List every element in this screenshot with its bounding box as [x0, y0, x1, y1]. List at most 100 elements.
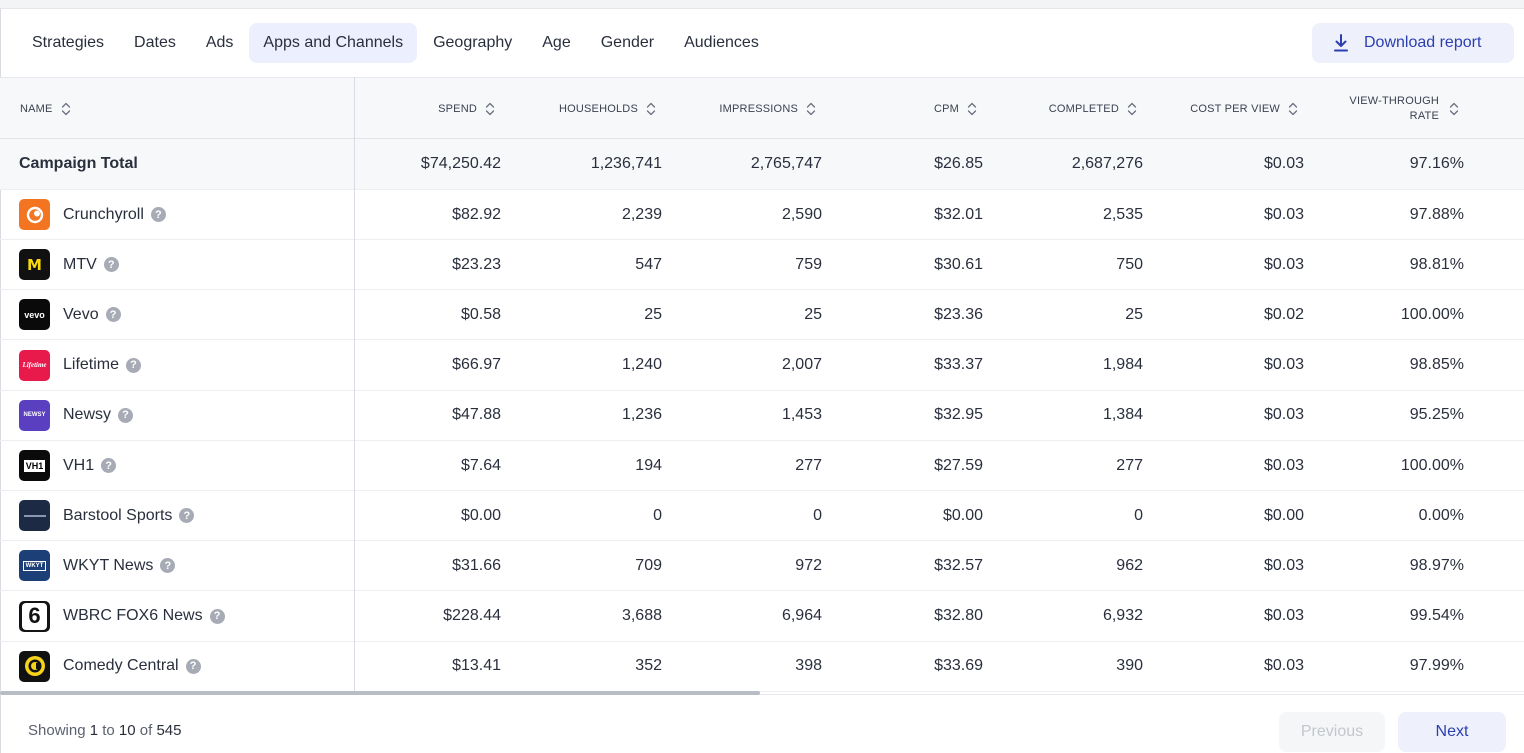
- cell-view-through-rate: 98.97%: [1409, 556, 1464, 574]
- cell-spend: $228.44: [443, 607, 501, 625]
- row-name-cell: NEWSY Newsy?: [19, 391, 134, 440]
- column-header-spend[interactable]: SPEND: [438, 78, 497, 140]
- sort-icon: [1449, 102, 1459, 116]
- cell-cpm: $32.57: [934, 556, 983, 574]
- cell-completed: 25: [1125, 305, 1143, 323]
- cell-completed: 962: [1116, 556, 1143, 574]
- cell-households: 547: [635, 255, 662, 273]
- cell-cpm: $0.00: [942, 506, 983, 524]
- column-header-impressions[interactable]: IMPRESSIONS: [719, 78, 818, 140]
- comedy-central-logo: [19, 650, 50, 682]
- help-icon[interactable]: ?: [103, 257, 119, 273]
- tab-dates[interactable]: Dates: [134, 34, 176, 51]
- column-header-cpm[interactable]: CPM: [934, 78, 979, 140]
- cell-households: 1,236,741: [590, 155, 662, 172]
- column-header-label-line1: VIEW-THROUGH: [1349, 95, 1439, 107]
- cell-view-through-rate: 0.00%: [1418, 506, 1464, 524]
- table-row: NEWSY Newsy? $47.88 1,236 1,453 $32.95 1,384 $0…: [0, 391, 1524, 441]
- download-report-button[interactable]: Download report: [1312, 23, 1514, 63]
- mtv-logo: M: [19, 249, 50, 281]
- cell-households: 0: [653, 506, 662, 524]
- tab-ads[interactable]: Ads: [205, 34, 234, 51]
- cell-cpm: $32.80: [934, 607, 983, 625]
- row-name: WBRC FOX6 News: [63, 607, 203, 625]
- cell-spend: $0.58: [460, 305, 501, 323]
- help-icon[interactable]: ?: [179, 508, 195, 524]
- horizontal-scrollbar[interactable]: [0, 691, 760, 695]
- fox6-logo: 6: [19, 600, 50, 632]
- column-header-label: NAME: [20, 102, 53, 115]
- column-header-label-line2: RATE: [1409, 110, 1439, 122]
- download-icon: [1334, 34, 1348, 52]
- column-header-label: IMPRESSIONS: [719, 102, 798, 115]
- cell-cost-per-view: $0.03: [1263, 607, 1304, 625]
- tab-audiences[interactable]: Audiences: [684, 34, 759, 51]
- cell-cpm: $33.37: [934, 356, 983, 374]
- cell-impressions: 2,765,747: [750, 155, 822, 172]
- cell-impressions: 2,590: [781, 205, 822, 223]
- sort-icon: [1288, 102, 1298, 116]
- column-header-label: SPEND: [438, 102, 477, 115]
- column-header-view-through-rate[interactable]: VIEW-THROUGH RATE: [1349, 78, 1461, 140]
- cell-impressions: 1,453: [781, 406, 822, 424]
- column-header-cost-per-view[interactable]: COST PER VIEW: [1190, 78, 1300, 140]
- help-icon[interactable]: ?: [118, 407, 134, 423]
- help-icon[interactable]: ?: [160, 558, 176, 574]
- row-name: Campaign Total: [19, 155, 138, 172]
- cell-households: 194: [635, 456, 662, 474]
- column-header-label: COST PER VIEW: [1190, 102, 1280, 115]
- tab-gender[interactable]: Gender: [600, 34, 655, 51]
- cell-spend: $31.66: [452, 556, 501, 574]
- column-header-label: CPM: [933, 102, 959, 115]
- cell-cpm: $32.01: [934, 205, 983, 223]
- cell-cpm: $30.61: [934, 255, 983, 273]
- row-name: Lifetime: [63, 356, 120, 374]
- column-header-completed[interactable]: COMPLETED: [1049, 78, 1139, 140]
- cell-households: 2,239: [621, 205, 662, 223]
- showing-from: 1: [89, 722, 99, 739]
- help-icon[interactable]: ?: [126, 357, 142, 373]
- row-name-cell: vevo Vevo?: [19, 290, 121, 339]
- cell-impressions: 972: [795, 556, 822, 574]
- cell-completed: 277: [1116, 456, 1143, 474]
- cell-households: 25: [644, 305, 662, 323]
- tab-apps-and-channels[interactable]: Apps and Channels: [249, 23, 418, 63]
- showing-to: 10: [118, 722, 136, 739]
- cell-impressions: 398: [795, 657, 822, 675]
- cell-cost-per-view: $0.03: [1263, 456, 1304, 474]
- cell-view-through-rate: 98.81%: [1409, 255, 1464, 273]
- row-name-cell: 6 WBRC FOX6 News?: [19, 592, 225, 641]
- help-icon[interactable]: ?: [150, 207, 166, 222]
- table-row: 6 WBRC FOX6 News? $228.44 3,688 6,964 $32.80 6…: [0, 592, 1524, 642]
- cell-households: 1,240: [621, 356, 662, 374]
- cell-spend: $0.00: [460, 506, 501, 524]
- previous-page-button[interactable]: Previous: [1279, 712, 1385, 752]
- tab-strategies[interactable]: Strategies: [32, 34, 105, 51]
- column-header-households[interactable]: HOUSEHOLDS: [559, 78, 658, 140]
- vh1-logo: VH1: [19, 450, 50, 481]
- cell-view-through-rate: 97.99%: [1409, 657, 1464, 675]
- sort-icon: [646, 102, 656, 116]
- cell-completed: 2,535: [1102, 205, 1143, 223]
- showing-total: 545: [156, 722, 182, 739]
- help-icon[interactable]: ?: [101, 458, 117, 473]
- sort-icon: [967, 102, 977, 116]
- cell-cost-per-view: $0.03: [1263, 406, 1304, 424]
- cell-cpm: $26.85: [934, 155, 983, 172]
- column-header-name[interactable]: NAME: [20, 78, 73, 140]
- tab-geography[interactable]: Geography: [433, 34, 513, 51]
- column-divider: [354, 77, 355, 692]
- help-icon[interactable]: ?: [209, 608, 225, 624]
- cell-impressions: 2,007: [781, 356, 822, 374]
- table-row: Crunchyroll? $82.92 2,239 2,590 $32.01 2,535 $…: [0, 190, 1524, 240]
- newsy-logo: NEWSY: [19, 399, 50, 431]
- cell-spend: $74,250.42: [420, 155, 501, 172]
- cell-spend: $82.92: [452, 205, 501, 223]
- help-icon[interactable]: ?: [105, 307, 121, 323]
- column-header-label: VIEW-THROUGH RATE: [1349, 94, 1439, 124]
- next-page-button[interactable]: Next: [1398, 712, 1506, 752]
- cell-view-through-rate: 95.25%: [1409, 406, 1464, 424]
- help-icon[interactable]: ?: [185, 658, 201, 674]
- showing-prefix: Showing: [28, 722, 86, 739]
- tab-age[interactable]: Age: [542, 34, 571, 51]
